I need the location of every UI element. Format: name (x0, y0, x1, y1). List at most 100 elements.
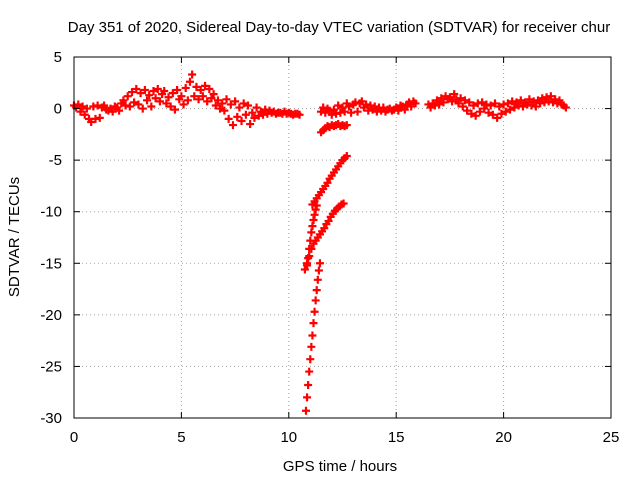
data-point (555, 96, 564, 105)
data-point (312, 286, 321, 295)
y-tick-label: -25 (40, 358, 62, 375)
data-point (315, 259, 324, 268)
data-point (155, 97, 164, 106)
data-point (162, 99, 171, 108)
data-point (183, 96, 192, 105)
data-point (235, 103, 244, 112)
data-point (456, 94, 465, 103)
data-point (241, 110, 250, 119)
data-point (516, 96, 525, 105)
data-point (192, 82, 201, 91)
data-point (127, 88, 136, 97)
y-tick-label: 0 (54, 101, 62, 118)
data-point (173, 86, 182, 95)
y-tick-label: -15 (40, 255, 62, 272)
data-point (486, 101, 495, 110)
data-point (248, 108, 257, 117)
data-point (181, 83, 190, 92)
data-point (342, 121, 351, 130)
data-point (478, 98, 487, 107)
data-point (320, 224, 329, 233)
data-point (435, 100, 444, 109)
data-point (168, 89, 177, 98)
data-point (177, 92, 186, 101)
data-point (130, 98, 139, 107)
x-tick-label: 20 (495, 429, 512, 446)
data-point (132, 84, 141, 93)
data-point (179, 100, 188, 109)
data-point (324, 216, 333, 225)
data-point (531, 102, 540, 111)
data-point (188, 70, 197, 79)
data-point (510, 103, 519, 112)
data-point (306, 355, 315, 364)
data-point (471, 111, 480, 120)
data-point (145, 91, 154, 100)
data-point (463, 106, 472, 115)
data-point (211, 101, 220, 110)
data-point (222, 95, 231, 104)
data-point (198, 92, 207, 101)
data-point (310, 307, 319, 316)
data-point (480, 104, 489, 113)
data-point (185, 77, 194, 86)
data-point (306, 236, 315, 245)
data-point (119, 96, 128, 105)
data-point (194, 95, 203, 104)
data-point (209, 90, 218, 99)
data-point (237, 116, 246, 125)
data-point (454, 99, 463, 108)
data-series (70, 70, 570, 415)
data-point (203, 97, 212, 106)
data-point (561, 103, 570, 112)
data-point (342, 152, 351, 161)
data-point (228, 121, 237, 130)
data-point (334, 101, 343, 110)
data-point (546, 92, 555, 101)
data-point (469, 101, 478, 110)
data-point (82, 104, 91, 113)
chart-title: Day 351 of 2020, Sidereal Day-to-day VTE… (68, 19, 610, 36)
data-point (321, 108, 330, 117)
data-point (220, 106, 229, 115)
data-point (400, 105, 409, 114)
data-point (224, 114, 233, 123)
data-point (357, 97, 366, 106)
data-point (460, 96, 469, 105)
data-point (497, 109, 506, 118)
data-point (488, 110, 497, 119)
data-point (339, 199, 348, 208)
y-tick-label: -10 (40, 204, 62, 221)
x-tick-label: 10 (280, 429, 297, 446)
y-tick-label: -20 (40, 307, 62, 324)
data-point (503, 99, 512, 108)
data-point (495, 102, 504, 111)
data-point (450, 90, 459, 99)
data-point (160, 87, 169, 96)
x-tick-label: 15 (388, 429, 405, 446)
data-point (329, 105, 338, 114)
x-tick-label: 25 (603, 429, 620, 446)
data-point (501, 107, 510, 116)
data-point (196, 86, 205, 95)
data-point (207, 94, 216, 103)
data-point (303, 261, 312, 270)
data-point (123, 92, 132, 101)
data-point (314, 266, 323, 275)
data-point (506, 105, 515, 114)
data-point (216, 104, 225, 113)
data-point (307, 342, 316, 351)
data-point (87, 117, 96, 126)
data-point (484, 108, 493, 117)
data-point (439, 98, 448, 107)
data-point (295, 110, 304, 119)
data-point (100, 101, 109, 110)
x-tick-label: 0 (70, 429, 78, 446)
data-point (134, 100, 143, 109)
data-point (344, 102, 353, 111)
data-point (205, 84, 214, 93)
data-point (448, 97, 457, 106)
data-point (411, 99, 420, 108)
y-tick-label: -30 (40, 410, 62, 427)
